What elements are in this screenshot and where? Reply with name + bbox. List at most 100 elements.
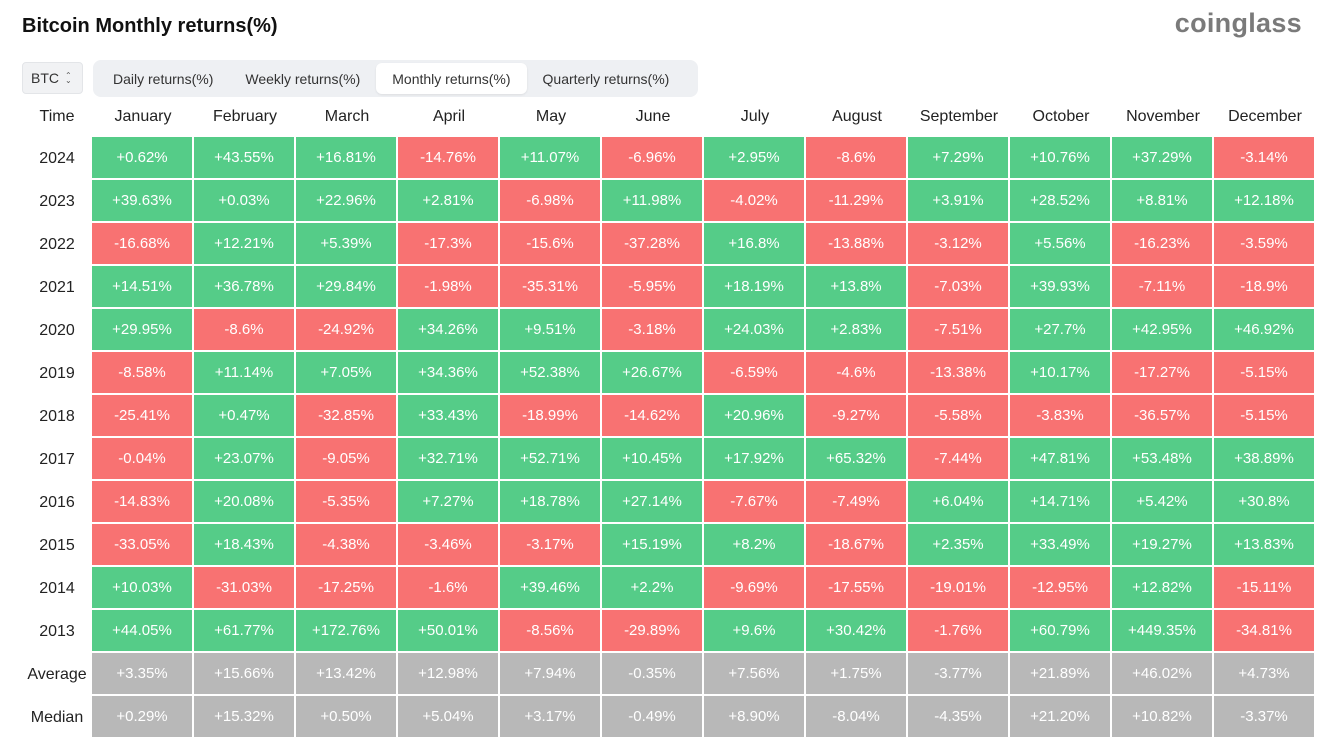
returns-table: Time January February March April May June July… — [22, 97, 1316, 739]
return-cell: -1.6% — [398, 567, 500, 610]
return-cell: -18.67% — [806, 524, 908, 567]
coin-select[interactable]: BTC ⌃ ⌄ — [22, 62, 83, 94]
return-cell: -34.81% — [1214, 610, 1316, 653]
return-cell: +30.42% — [806, 610, 908, 653]
return-cell: +5.39% — [296, 223, 398, 266]
return-cell: -18.9% — [1214, 266, 1316, 309]
return-cell: -5.58% — [908, 395, 1010, 438]
return-cell: +60.79% — [1010, 610, 1112, 653]
return-cell: +28.52% — [1010, 180, 1112, 223]
return-cell: -7.51% — [908, 309, 1010, 352]
return-cell: +18.19% — [704, 266, 806, 309]
summary-cell: +21.20% — [1010, 696, 1112, 739]
column-header-time: Time — [39, 108, 75, 125]
summary-cell: +3.17% — [500, 696, 602, 739]
return-cell: +47.81% — [1010, 438, 1112, 481]
row-label: Median — [30, 708, 84, 726]
summary-cell: +12.98% — [398, 653, 500, 696]
return-cell: -25.41% — [92, 395, 194, 438]
return-cell: +52.38% — [500, 352, 602, 395]
column-header-month: November — [1126, 108, 1200, 125]
return-cell: -37.28% — [602, 223, 704, 266]
return-cell: -16.68% — [92, 223, 194, 266]
return-cell: +46.92% — [1214, 309, 1316, 352]
row-label: 2018 — [39, 407, 75, 425]
return-cell: +19.27% — [1112, 524, 1214, 567]
return-cell: +34.36% — [398, 352, 500, 395]
return-cell: +6.04% — [908, 481, 1010, 524]
summary-cell: +3.35% — [92, 653, 194, 696]
return-cell: -35.31% — [500, 266, 602, 309]
tab-daily-returns[interactable]: Daily returns(%) — [113, 70, 214, 87]
return-cell: +37.29% — [1112, 137, 1214, 180]
row-label: 2021 — [39, 278, 75, 296]
return-cell: -24.92% — [296, 309, 398, 352]
return-cell: -31.03% — [194, 567, 296, 610]
return-cell: +16.81% — [296, 137, 398, 180]
summary-cell: +1.75% — [806, 653, 908, 696]
return-cell: +13.8% — [806, 266, 908, 309]
return-cell: +13.83% — [1214, 524, 1316, 567]
return-cell: -5.15% — [1214, 352, 1316, 395]
return-cell: -18.99% — [500, 395, 602, 438]
summary-cell: -0.49% — [602, 696, 704, 739]
return-cell: +43.55% — [194, 137, 296, 180]
row-label: 2020 — [39, 321, 75, 339]
return-cell: -5.15% — [1214, 395, 1316, 438]
tab-monthly-returns[interactable]: Monthly returns(%) — [376, 63, 527, 94]
return-cell: +50.01% — [398, 610, 500, 653]
row-label: 2023 — [39, 192, 75, 210]
return-cell: +12.18% — [1214, 180, 1316, 223]
summary-cell: +21.89% — [1010, 653, 1112, 696]
return-cell: -4.6% — [806, 352, 908, 395]
return-cell: +2.2% — [602, 567, 704, 610]
return-cell: +29.84% — [296, 266, 398, 309]
return-cell: -3.17% — [500, 524, 602, 567]
return-cell: +7.05% — [296, 352, 398, 395]
return-cell: +10.45% — [602, 438, 704, 481]
return-cell: -4.02% — [704, 180, 806, 223]
tab-weekly-returns[interactable]: Weekly returns(%) — [245, 70, 361, 87]
summary-cell: +5.04% — [398, 696, 500, 739]
return-cell: +18.43% — [194, 524, 296, 567]
summary-cell: -3.77% — [908, 653, 1010, 696]
return-cell: -8.6% — [806, 137, 908, 180]
return-cell: +2.81% — [398, 180, 500, 223]
return-cell: +65.32% — [806, 438, 908, 481]
return-cell: -0.04% — [92, 438, 194, 481]
column-header-month: June — [635, 108, 671, 125]
tab-quarterly-returns[interactable]: Quarterly returns(%) — [542, 70, 670, 87]
chevron-up-down-icon: ⌃ ⌄ — [65, 71, 72, 85]
return-cell: +27.14% — [602, 481, 704, 524]
return-cell: -19.01% — [908, 567, 1010, 610]
return-cell: -3.18% — [602, 309, 704, 352]
brand-logo[interactable]: coinglass — [1174, 8, 1302, 38]
row-label: 2014 — [39, 579, 75, 597]
row-label: 2022 — [39, 235, 75, 253]
summary-cell: +13.42% — [296, 653, 398, 696]
row-label: 2017 — [39, 450, 75, 468]
return-cell: +38.89% — [1214, 438, 1316, 481]
return-cell: +5.42% — [1112, 481, 1214, 524]
return-cell: +15.19% — [602, 524, 704, 567]
return-cell: +52.71% — [500, 438, 602, 481]
return-cell: +0.03% — [194, 180, 296, 223]
return-cell: +33.43% — [398, 395, 500, 438]
return-cell: -15.11% — [1214, 567, 1316, 610]
row-label: 2015 — [39, 536, 75, 554]
return-cell: -11.29% — [806, 180, 908, 223]
return-cell: -15.6% — [500, 223, 602, 266]
column-header-month: September — [919, 108, 999, 125]
column-header-month: January — [114, 108, 172, 125]
return-cell: +39.46% — [500, 567, 602, 610]
return-cell: -17.25% — [296, 567, 398, 610]
summary-cell: +46.02% — [1112, 653, 1214, 696]
return-cell: +3.91% — [908, 180, 1010, 223]
return-cell: +20.96% — [704, 395, 806, 438]
return-cell: +12.82% — [1112, 567, 1214, 610]
summary-cell: +15.32% — [194, 696, 296, 739]
return-cell: +7.29% — [908, 137, 1010, 180]
summary-cell: +0.50% — [296, 696, 398, 739]
return-cell: -1.98% — [398, 266, 500, 309]
return-cell: -17.55% — [806, 567, 908, 610]
